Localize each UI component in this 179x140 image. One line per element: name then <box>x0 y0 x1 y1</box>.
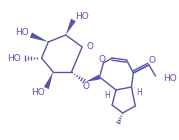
Text: HO: HO <box>31 88 44 96</box>
Polygon shape <box>44 72 53 89</box>
Text: H: H <box>104 90 110 100</box>
Text: HO: HO <box>15 27 29 37</box>
Polygon shape <box>66 19 76 35</box>
Text: O: O <box>148 55 155 65</box>
Text: O: O <box>99 54 106 64</box>
Text: HO: HO <box>163 74 177 82</box>
Text: HO: HO <box>8 53 21 62</box>
Text: H: H <box>136 88 142 96</box>
Polygon shape <box>30 32 48 42</box>
Text: O: O <box>86 41 93 51</box>
Text: O: O <box>83 81 90 90</box>
Text: HO: HO <box>75 11 89 20</box>
Polygon shape <box>85 75 100 82</box>
